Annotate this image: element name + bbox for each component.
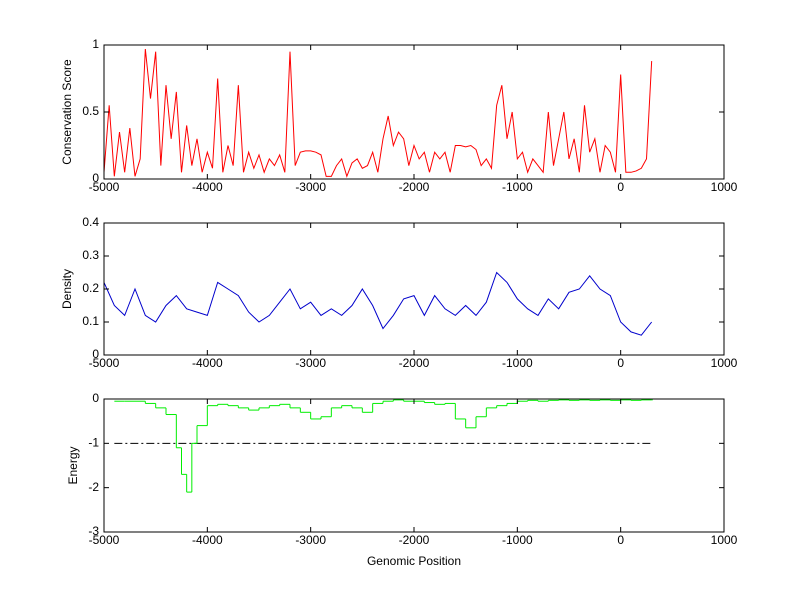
y-tick-label: 0.1 [82,314,99,328]
axes-background [104,223,724,355]
y-tick-label: 1 [92,37,99,51]
x-tick-label: 0 [617,180,624,194]
x-tick-label: 0 [617,356,624,370]
x-tick-label: -1000 [502,180,533,194]
x-tick-label: -4000 [192,356,223,370]
axes-background [104,399,724,532]
x-tick-label: -2000 [399,356,430,370]
y-tick-label: -1 [88,436,99,450]
y-axis-label: Energy [66,446,80,484]
x-tick-label: -1000 [502,533,533,547]
y-tick-label: 0.3 [82,248,99,262]
y-tick-label: 0.5 [82,104,99,118]
y-tick-label: -3 [88,524,99,538]
y-tick-label: 0.2 [82,281,99,295]
y-tick-label: -2 [88,480,99,494]
data-line [103,271,653,336]
x-tick-label: -5000 [89,356,120,370]
x-axis-label: Genomic Position [367,554,461,568]
x-tick-label: 1000 [711,180,738,194]
x-tick-label: -2000 [399,180,430,194]
y-tick-label: 0.4 [82,215,99,229]
x-tick-label: -4000 [192,533,223,547]
x-tick-label: -3000 [295,180,326,194]
x-tick-label: 0 [617,533,624,547]
x-tick-label: -1000 [502,356,533,370]
y-axis-label: Conservation Score [60,59,74,165]
x-tick-label: -3000 [295,533,326,547]
y-axis-label: Density [60,269,74,309]
x-tick-label: 1000 [711,356,738,370]
x-tick-label: -4000 [192,180,223,194]
data-line [103,48,653,178]
x-tick-label: 1000 [711,533,738,547]
x-tick-label: -5000 [89,533,120,547]
x-tick-label: -5000 [89,180,120,194]
y-tick-label: 0 [92,391,99,405]
y-tick-label: 0 [92,347,99,361]
x-tick-label: -2000 [399,533,430,547]
y-tick-label: 0 [92,171,99,185]
axes-background [104,45,724,179]
x-tick-label: -3000 [295,356,326,370]
